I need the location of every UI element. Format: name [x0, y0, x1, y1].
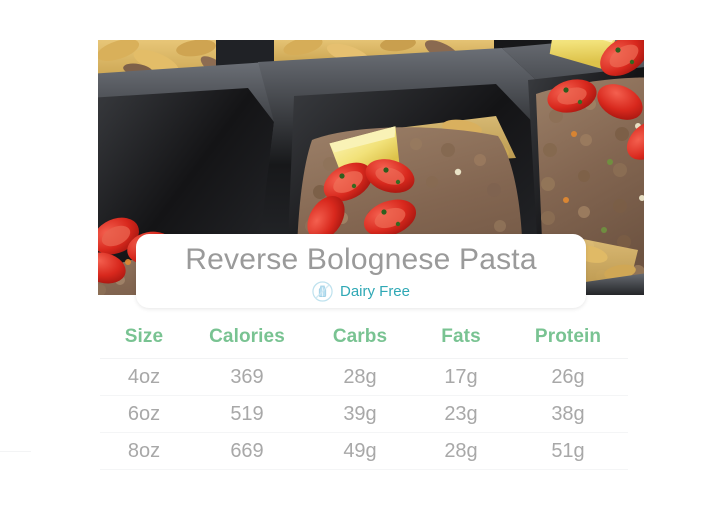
- cell-protein: 26g: [551, 365, 585, 388]
- cell-calories: 669: [230, 439, 264, 462]
- table-row: 6oz 519 39g 23g 38g: [100, 395, 628, 433]
- nutrition-table: Size Calories Carbs Fats Protein 4oz 369…: [100, 326, 628, 470]
- cell-carbs: 28g: [343, 365, 377, 388]
- cell-carbs: 39g: [343, 402, 377, 425]
- column-header-protein: Protein: [534, 326, 602, 347]
- dairy-free-icon: [312, 281, 333, 302]
- page-title: Reverse Bolognese Pasta: [185, 243, 537, 276]
- cell-carbs: 49g: [343, 439, 377, 462]
- cell-protein: 51g: [551, 439, 585, 462]
- cell-size: 6oz: [127, 402, 161, 425]
- cell-calories: 369: [230, 365, 264, 388]
- cell-fats: 28g: [444, 439, 478, 462]
- cell-size: 4oz: [127, 365, 161, 388]
- nutrition-table-body: 4oz 369 28g 17g 26g 6oz 519 39g 23g 38g …: [100, 359, 628, 470]
- cell-calories: 519: [230, 402, 264, 425]
- column-header-size: Size: [124, 326, 164, 347]
- cell-fats: 23g: [444, 402, 478, 425]
- cell-fats: 17g: [444, 365, 478, 388]
- table-row: 4oz 369 28g 17g 26g: [100, 359, 628, 396]
- nutrition-table-head: Size Calories Carbs Fats Protein: [100, 326, 628, 359]
- cell-protein: 38g: [551, 402, 585, 425]
- dish-title-card: Reverse Bolognese Pasta Dairy Free: [136, 234, 586, 308]
- column-header-calories: Calories: [209, 326, 285, 347]
- table-row: 8oz 669 49g 28g 51g: [100, 432, 628, 470]
- cell-size: 8oz: [127, 439, 161, 462]
- column-header-carbs: Carbs: [332, 326, 388, 347]
- dietary-badge-list: Dairy Free: [136, 281, 586, 302]
- table-header-row: Size Calories Carbs Fats Protein: [100, 326, 628, 359]
- column-header-fats: Fats: [441, 326, 481, 347]
- dietary-badge-label: Dairy Free: [339, 283, 410, 300]
- bottom-divider: [0, 451, 31, 452]
